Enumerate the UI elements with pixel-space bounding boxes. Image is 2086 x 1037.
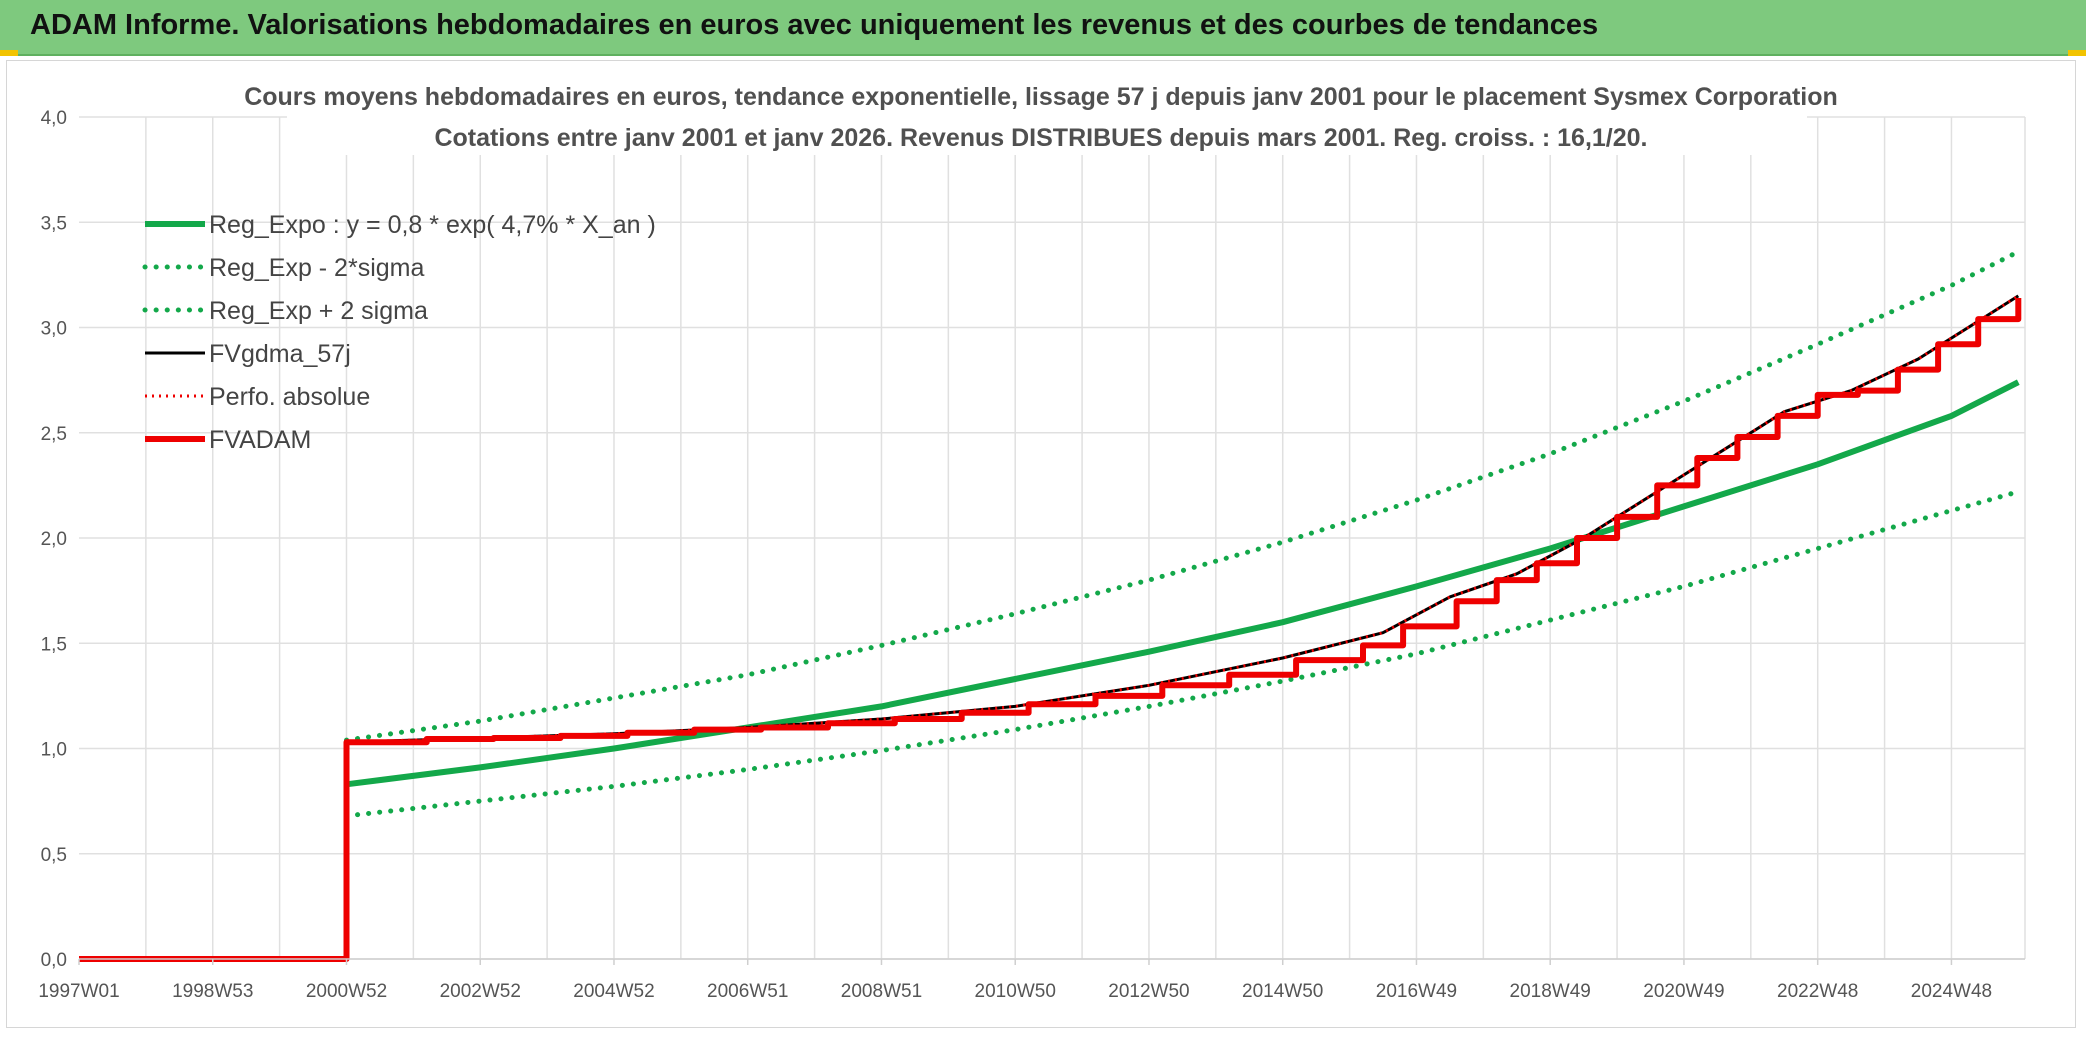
series-line-0 bbox=[346, 379, 2020, 788]
y-tick-label: 1,5 bbox=[41, 634, 67, 655]
chart-title: Cours moyens hebdomadaires en euros, ten… bbox=[244, 83, 1838, 111]
x-tick-label: 2024W48 bbox=[1911, 981, 1992, 1002]
legend: Reg_Expo : y = 0,8 * exp( 4,7% * X_an ) R… bbox=[142, 211, 656, 454]
x-tick-label: 1998W53 bbox=[172, 981, 253, 1002]
y-tick-label: 2,5 bbox=[41, 424, 67, 445]
y-tick-label: 4,0 bbox=[41, 108, 67, 129]
x-tick-label: 2016W49 bbox=[1376, 981, 1457, 1002]
series-line-5 bbox=[79, 298, 2022, 962]
x-tick-label: 2004W52 bbox=[573, 981, 654, 1002]
x-tick-label: 2008W51 bbox=[841, 981, 922, 1002]
x-tick-label: 2020W49 bbox=[1643, 981, 1724, 1002]
x-tick-label: 2022W48 bbox=[1777, 981, 1858, 1002]
chart-subtitle: Cotations entre janv 2001 et janv 2026. … bbox=[434, 124, 1647, 152]
legend-label: Reg_Exp - 2*sigma bbox=[209, 254, 424, 282]
x-tick-label: 2018W49 bbox=[1510, 981, 1591, 1002]
legend-label: Reg_Exp + 2 sigma bbox=[209, 297, 428, 325]
series-line-2 bbox=[344, 249, 2021, 743]
y-tick-label: 0,5 bbox=[41, 845, 67, 866]
y-tick-label: 2,0 bbox=[41, 529, 67, 550]
legend-label: Perfo. absolue bbox=[209, 383, 370, 411]
y-tick-label: 0,0 bbox=[41, 950, 67, 971]
x-tick-label: 2014W50 bbox=[1242, 981, 1323, 1002]
corner-marker-left bbox=[0, 50, 18, 56]
y-tick-label: 3,0 bbox=[41, 319, 67, 340]
y-tick-label: 3,5 bbox=[41, 213, 67, 234]
page-title: ADAM Informe. Valorisations hebdomadaire… bbox=[30, 9, 1599, 41]
chart-svg: 0,0 0,5 1,0 1,5 2,0 2,5 3,0 3,5 4,0 1997W01 1998W5… bbox=[38, 77, 2026, 1002]
header-banner: ADAM Informe. Valorisations hebdomadaire… bbox=[0, 0, 2086, 56]
y-tick-label: 1,0 bbox=[41, 740, 67, 761]
axis-layer: 0,0 0,5 1,0 1,5 2,0 2,5 3,0 3,5 4,0 1997W01 1998W5… bbox=[38, 108, 2025, 1002]
x-tick-label: 2006W51 bbox=[707, 981, 788, 1002]
legend-label: FVADAM bbox=[209, 426, 311, 454]
legend-label: FVgdma_57j bbox=[209, 340, 351, 368]
series-line-1 bbox=[344, 489, 2021, 819]
title-background bbox=[287, 77, 1807, 155]
x-tick-label: 2002W52 bbox=[440, 981, 521, 1002]
corner-marker-right bbox=[2068, 50, 2086, 56]
legend-label: Reg_Expo : y = 0,8 * exp( 4,7% * X_an ) bbox=[209, 211, 656, 239]
x-tick-label: 2012W50 bbox=[1108, 981, 1189, 1002]
chart-frame: 0,0 0,5 1,0 1,5 2,0 2,5 3,0 3,5 4,0 1997W01 1998W5… bbox=[6, 60, 2076, 1028]
x-tick-label: 2000W52 bbox=[306, 981, 387, 1002]
x-tick-label: 1997W01 bbox=[38, 981, 119, 1002]
x-tick-label: 2010W50 bbox=[975, 981, 1056, 1002]
series-layer bbox=[79, 249, 2022, 962]
grid-layer bbox=[79, 116, 2026, 960]
title-layer: Cours moyens hebdomadaires en euros, ten… bbox=[244, 77, 1838, 155]
